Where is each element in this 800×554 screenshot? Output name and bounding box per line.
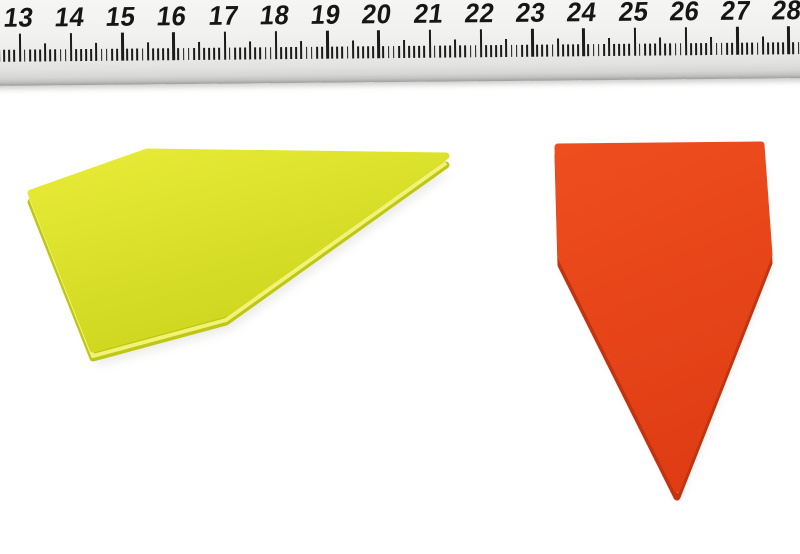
red-shape-group <box>554 141 773 504</box>
yellow-shape-face[interactable] <box>27 148 450 353</box>
red-shape-face[interactable] <box>554 141 773 493</box>
yellow-shape-group <box>27 148 451 366</box>
